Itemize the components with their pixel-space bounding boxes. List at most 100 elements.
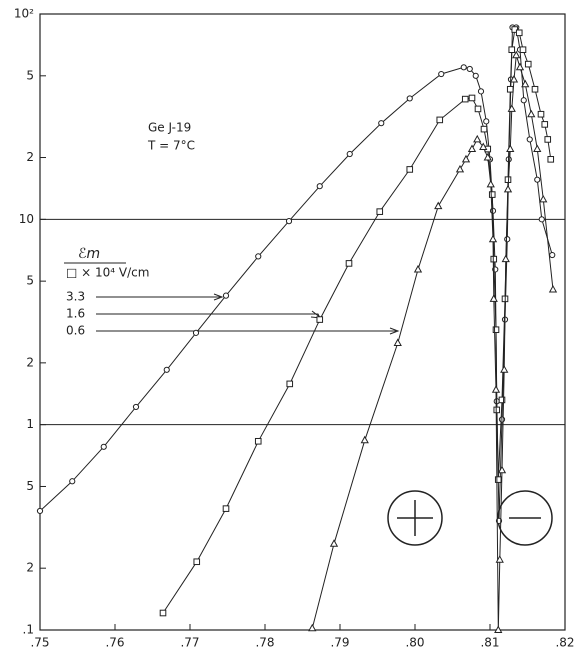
point (163, 366, 170, 373)
x-tick-label: .81 (480, 636, 499, 650)
point (506, 144, 515, 153)
point (36, 507, 44, 515)
point (393, 338, 402, 346)
y-tick-label: 10 (19, 212, 34, 226)
polarity-icons (387, 490, 553, 546)
point (477, 88, 485, 95)
point (473, 134, 482, 143)
point (486, 179, 495, 188)
point (316, 183, 323, 190)
point (483, 118, 490, 125)
x-tick-label: .77 (180, 636, 199, 650)
point (222, 292, 230, 299)
point (538, 216, 545, 223)
point (539, 194, 548, 203)
point (413, 264, 423, 273)
point (537, 110, 545, 118)
legend-title: ℰm (78, 246, 100, 262)
point (497, 465, 507, 474)
legend-label: 0.6 (66, 324, 85, 338)
point (438, 70, 445, 78)
y-tick-label: 10² (14, 7, 34, 21)
point (488, 234, 498, 243)
x-tick-label: .75 (30, 636, 49, 650)
point (494, 476, 502, 483)
legend-label: 1.6 (66, 307, 85, 321)
point (480, 125, 488, 133)
point (479, 142, 488, 151)
point (436, 116, 444, 124)
point (527, 109, 536, 118)
point (255, 253, 262, 260)
point (468, 94, 476, 102)
point (286, 380, 294, 388)
point (461, 154, 471, 163)
point (533, 144, 542, 153)
point (461, 95, 469, 103)
point (455, 164, 465, 173)
point (472, 72, 479, 79)
point (222, 505, 230, 512)
point (521, 79, 530, 88)
point (378, 120, 385, 127)
point (460, 64, 467, 71)
point (519, 46, 527, 54)
point (132, 403, 140, 411)
point (495, 555, 504, 563)
point (406, 166, 414, 173)
point (507, 104, 516, 112)
point (531, 85, 539, 93)
point (488, 191, 496, 198)
point (467, 144, 477, 153)
point (493, 406, 501, 414)
point (515, 29, 523, 37)
point (547, 156, 555, 163)
point (549, 251, 556, 259)
point (548, 285, 558, 293)
point (489, 294, 498, 302)
point (329, 539, 339, 547)
point (503, 184, 513, 193)
y-tick-label: 5 (26, 479, 34, 493)
series-line (162, 28, 552, 614)
point (498, 416, 506, 423)
point (492, 326, 500, 334)
y-tick-label: .1 (23, 623, 34, 637)
y-tick-label: 5 (26, 274, 34, 288)
x-tick-label: .78 (255, 636, 274, 650)
x-tick-label: .79 (330, 636, 349, 650)
y-tick-label: 1 (26, 417, 34, 431)
annotation: Ge J-19 (148, 121, 191, 135)
point (254, 437, 262, 445)
point (376, 208, 384, 215)
point (193, 558, 201, 566)
legend-arrows (96, 293, 400, 335)
point (534, 176, 541, 183)
y-tick-label: 2 (26, 355, 34, 369)
y-tick-label: 2 (26, 150, 34, 164)
y-tick-label: 5 (26, 68, 34, 82)
x-tick-label: .82 (555, 636, 574, 650)
point (498, 396, 506, 404)
point (500, 365, 509, 373)
point (515, 62, 525, 71)
x-tick-label: .80 (405, 636, 424, 650)
point (192, 329, 200, 336)
plot-frame (39, 13, 566, 631)
point (526, 136, 533, 143)
point (483, 152, 492, 161)
point (494, 625, 503, 633)
point (524, 60, 532, 68)
point (69, 478, 76, 485)
annotation: T = 7°C (147, 139, 195, 153)
point (316, 316, 324, 323)
point (360, 435, 369, 444)
point (509, 74, 519, 83)
point (512, 50, 521, 59)
legend-unit: □ × 10⁴ V/cm (66, 266, 149, 280)
point (345, 260, 353, 267)
point (501, 254, 510, 263)
point (434, 201, 443, 210)
point (346, 150, 353, 158)
